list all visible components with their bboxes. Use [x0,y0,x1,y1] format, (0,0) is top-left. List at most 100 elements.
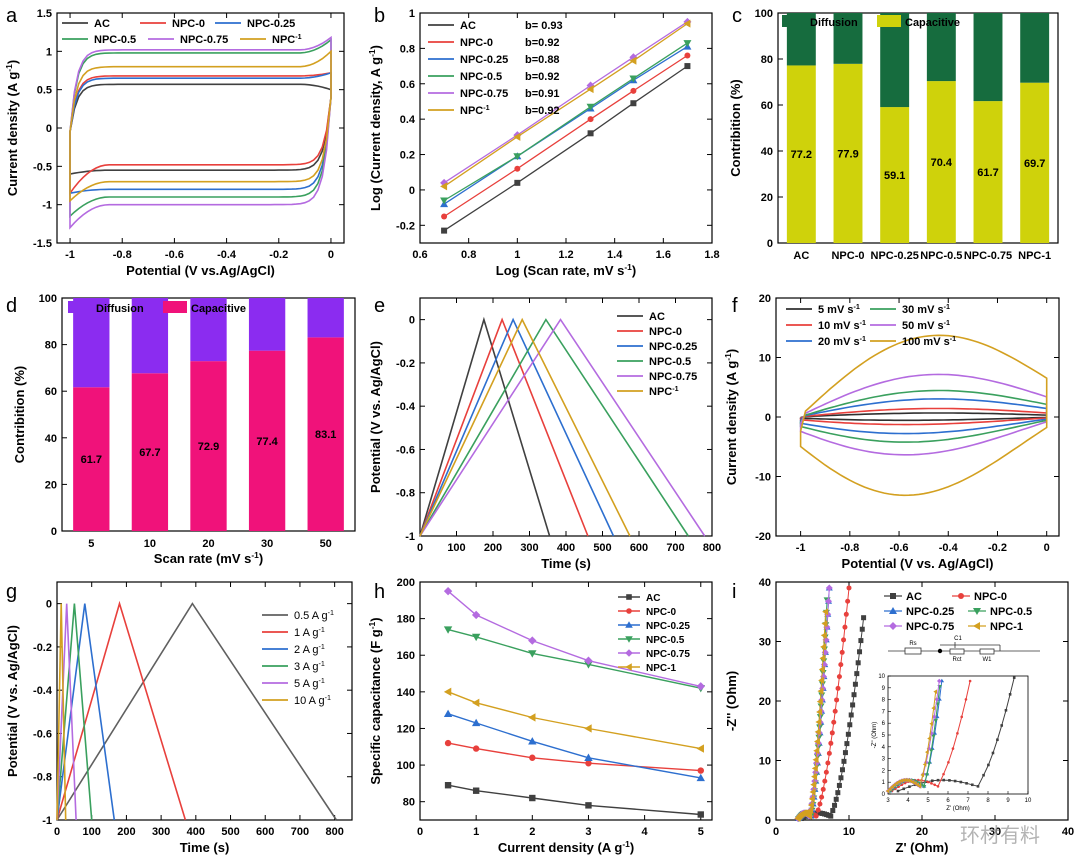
x-tick-label: -0.2 [988,542,1007,554]
data-point [847,722,853,728]
gcd-curve-NPC-1 [419,317,631,537]
bar-value-label: 61.7 [81,454,102,466]
data-point [948,779,951,782]
x-tick-label: 40 [1062,826,1074,838]
legend-label: 5 mV s-1 [818,303,860,316]
y-tick-label: 100 [39,293,57,305]
data-point [973,608,981,615]
data-point [826,750,832,756]
panel-h: 0 1 2 3 4 5 80 100 120 140 160 180 200 h Current densi… [367,577,713,855]
bar-capacitive [786,65,816,243]
data-point [913,781,917,786]
bar-capacitive [190,361,227,531]
y-axis-label: Specific capacitance (F g-1) [367,617,383,784]
legend-label: AC [94,18,110,30]
data-point [930,782,933,785]
x-tick-label: 0 [417,826,423,838]
legend-label: NPC-1 [272,33,302,46]
bar-diffusion [880,13,910,108]
data-point [529,794,536,802]
data-point [851,692,857,698]
data-point [885,788,890,794]
bar-value-label: 72.9 [198,441,219,453]
y-tick-label: 20 [45,479,57,491]
data-point [587,130,594,137]
data-point [816,708,823,716]
data-point [922,762,927,767]
panel-d: 0 20 40 60 80 100 61.7 5 67.7 10 72.9 20 77.4 30 83.1 5… [6,293,356,566]
y-tick-label: 30 [759,637,771,649]
data-point [471,718,481,727]
data-point [1000,724,1004,727]
bar-diffusion [307,298,344,338]
y-tick-label: -0.2 [396,358,415,370]
data-point [931,734,936,739]
gcd-rate-curve [56,603,93,821]
legend-label: NPC-0.75 [460,88,508,100]
data-point [807,801,814,809]
gcd-curve-NPC-0.75 [419,318,706,537]
x-tick-label: 1.8 [704,249,719,261]
legend-label: NPC-0 [460,37,493,49]
bar-value-label: 69.7 [1024,158,1045,170]
data-point [821,620,828,628]
plot-frame [419,581,713,821]
data-point [936,678,942,684]
legend-label: 50 mV s-1 [902,319,950,332]
data-point [936,785,940,788]
data-point [683,40,692,48]
legend-label: AC [646,593,660,604]
y-tick-label: 20 [759,293,771,305]
b-value-label: b= 0.93 [525,20,563,32]
bar-capacitive [973,101,1003,243]
legend-label: 20 mV s-1 [818,335,866,348]
gcd-rate-curve [56,603,77,821]
data-point [625,663,632,671]
bar-capacitive [833,63,863,243]
y-axis-label: Log (Current density, A g-1) [367,45,383,211]
inset-x-tick-label: 10 [1025,798,1032,804]
data-point [942,772,945,776]
plot-frame [775,297,1060,537]
circuit-resistor [949,648,965,655]
data-point [833,796,839,802]
legend-label: NPC-0.25 [247,18,295,30]
nyquist-inset: 3 4 5 6 7 8 9 10 0 1 2 3 4 5 6 7 8 9 10 Z' (Ohm) -Z'' (Ohm) [872,674,1032,812]
inset-y-tick-label: 9 [882,686,886,692]
x-tick-label: 600 [256,826,274,838]
plot-frame [777,12,1059,244]
x-tick-label: 10 [144,538,156,550]
data-point [890,593,896,599]
x-tick-label: -1 [65,249,75,261]
data-point [626,608,632,614]
legend-label: Diffusion [810,17,858,29]
x-tick-label: -0.8 [840,542,859,554]
data-point [819,654,826,662]
legend-label: NPC-0 [172,18,205,30]
inset-frame [887,675,1029,795]
y-tick-label: -20 [755,531,771,543]
x-tick-label: 5 [88,538,94,550]
inset-y-label: -Z'' (Ohm) [872,722,878,749]
data-point [807,806,814,814]
data-point [514,165,521,172]
bar-diffusion [131,298,169,374]
y-tick-label: -10 [755,472,771,484]
data-point [976,785,980,788]
data-point [953,779,957,783]
data-point [683,19,691,28]
circuit-label: C1 [954,636,962,642]
data-point [443,626,453,634]
y-tick-label: 10 [759,353,771,365]
y-tick-label: 0 [46,123,52,135]
data-point [947,761,950,764]
data-point [806,812,813,820]
y-tick-label: 1.5 [37,8,52,20]
b-value-label: b=0.91 [525,88,560,100]
y-tick-label: 40 [759,577,771,589]
panel-g: 0 100 200 300 400 500 600 700 800 -1 -0.8 -0.6 -0.4 -… [5,581,353,855]
data-point [584,656,593,665]
x-tick-label: 100 [83,826,101,838]
y-tick-label: -0.8 [33,772,52,784]
bar-capacitive [926,81,956,243]
